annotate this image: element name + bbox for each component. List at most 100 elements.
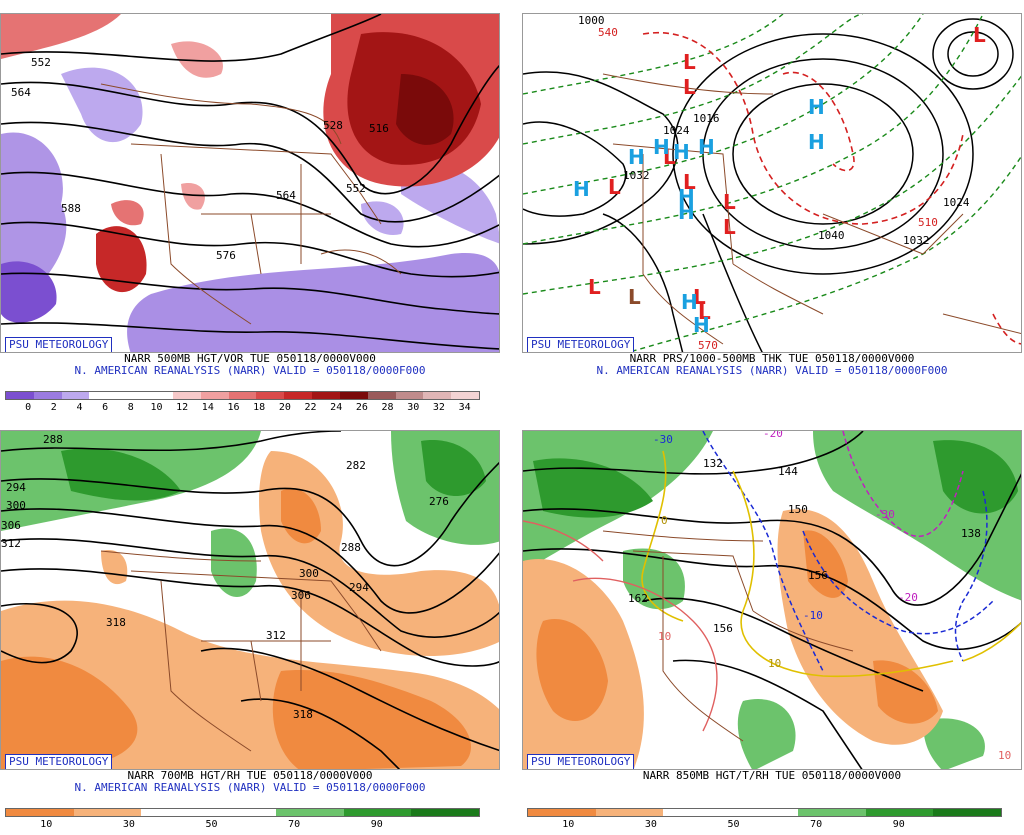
scale-swatch [141, 809, 209, 816]
scale-swatch [865, 809, 934, 816]
scale-swatch [663, 809, 731, 816]
contour-label: 300 [299, 567, 319, 580]
scale-tick-label: 70 [288, 819, 301, 830]
scale-tick-label: 10 [150, 402, 163, 413]
panel-caption: NARR 500MB HGT/VOR TUE 050118/0000V000 [124, 352, 376, 365]
scale-tick-label: 22 [304, 402, 317, 413]
vorticity-color-scale [5, 391, 480, 400]
scale-tick-label: 10 [562, 819, 575, 830]
low-pressure-marker: L [683, 75, 696, 99]
low-pressure-marker: L [698, 300, 711, 324]
scale-tick-label: 16 [227, 402, 240, 413]
panel-valid-caption: N. AMERICAN REANALYSIS (NARR) VALID = 05… [74, 364, 426, 377]
low-pressure-marker: L [683, 170, 696, 194]
scale-swatch [423, 392, 452, 399]
humidity-850-map: -30 -20 132 144 150 138 156 162 156 -30 … [522, 430, 1022, 770]
rh-scale-ticks: 10 30 50 70 90 [5, 819, 480, 831]
scale-swatch [276, 809, 344, 816]
panel-caption: NARR 700MB HGT/RH TUE 050118/0000V000 [127, 769, 373, 782]
pressure-map: L L L L L L L L L L L L H H H H H H H H [522, 13, 1022, 353]
scale-swatch [73, 809, 142, 816]
thickness-label: 510 [918, 216, 938, 229]
scale-tick-label: 30 [407, 402, 420, 413]
isotherm-label: 10 [658, 630, 671, 643]
isotherm-label: -20 [898, 591, 918, 604]
scale-tick-label: 8 [127, 402, 134, 413]
scale-tick-label: 30 [122, 819, 135, 830]
scale-tick-label: 50 [727, 819, 740, 830]
vorticity-map-graphic: 552 564 588 576 564 552 516 528 [1, 14, 499, 352]
scale-swatch [343, 809, 412, 816]
humidity-700-map: 288 294 300 306 312 282 276 288 294 300 … [0, 430, 500, 770]
vorticity-scale-ticks: 0 2 4 6 8 10 12 14 16 18 20 22 24 26 28 30 32 34 [5, 402, 480, 414]
contour-label: 318 [106, 616, 126, 629]
low-pressure-marker: L [588, 275, 601, 299]
scale-swatch [208, 809, 277, 816]
high-pressure-marker: H [673, 140, 690, 164]
scale-swatch [6, 809, 74, 816]
contour-label: 282 [346, 459, 366, 472]
scale-swatch [6, 392, 34, 399]
low-pressure-marker: L [663, 145, 676, 169]
scale-tick-label: 2 [50, 402, 57, 413]
low-pressure-marker: L [628, 285, 641, 309]
psu-meteorology-badge: PSU METEOROLOGY [5, 754, 113, 769]
psu-meteorology-badge: PSU METEOROLOGY [527, 754, 635, 769]
panel-valid-caption: N. AMERICAN REANALYSIS (NARR) VALID = 05… [74, 781, 426, 794]
scale-swatch [284, 392, 313, 399]
low-pressure-marker: L [973, 23, 986, 47]
contour-label: 156 [713, 622, 733, 635]
contour-label: 1032 [903, 234, 930, 247]
high-pressure-marker: H [808, 130, 825, 154]
isotherm-label: -30 [875, 508, 895, 521]
rh-color-scale [5, 808, 480, 817]
scale-swatch [228, 392, 257, 399]
high-pressure-marker: H [698, 135, 715, 159]
contour-label: 1024 [943, 196, 970, 209]
high-pressure-marker: H [678, 200, 695, 224]
isotherm-label: -30 [653, 433, 673, 446]
contour-label: 138 [961, 527, 981, 540]
scale-tick-label: 28 [381, 402, 394, 413]
contour-label: 306 [291, 589, 311, 602]
humidity-850-map-graphic: -30 -20 132 144 150 138 156 162 156 -30 … [523, 431, 1021, 769]
high-pressure-marker: H [573, 177, 590, 201]
contour-label: 300 [6, 499, 26, 512]
contour-label: 1016 [693, 112, 720, 125]
pressure-map-graphic: L L L L L L L L L L L L H H H H H H H H [523, 14, 1021, 352]
isotherm-label: 0 [661, 514, 668, 527]
scale-swatch [172, 392, 201, 399]
scale-swatch [367, 392, 396, 399]
high-pressure-marker: H [678, 185, 695, 209]
high-pressure-marker: H [693, 313, 710, 337]
panel-caption: NARR 850MB HGT/T/RH TUE 050118/0000V000 [642, 769, 902, 782]
contour-label: 132 [703, 457, 723, 470]
scale-swatch [528, 809, 596, 816]
low-pressure-marker: L [723, 215, 736, 239]
scale-tick-label: 34 [458, 402, 471, 413]
isotherm-label: 10 [998, 749, 1011, 762]
scale-tick-label: 14 [201, 402, 214, 413]
panel-valid-caption: N. AMERICAN REANALYSIS (NARR) VALID = 05… [596, 364, 948, 377]
contour-label: 312 [1, 537, 21, 550]
high-pressure-marker: H [628, 145, 645, 169]
contour-label: 288 [341, 541, 361, 554]
contour-label: 318 [293, 708, 313, 721]
scale-tick-label: 90 [892, 819, 905, 830]
isotherm-label: -10 [803, 609, 823, 622]
panel-700mb-humidity: 288 294 300 306 312 282 276 288 294 300 … [0, 430, 500, 835]
scale-swatch [61, 392, 90, 399]
scale-tick-label: 6 [102, 402, 109, 413]
low-pressure-marker: L [723, 190, 736, 214]
contour-label: 1024 [663, 124, 690, 137]
contour-label: 552 [346, 182, 366, 195]
scale-tick-label: 4 [76, 402, 83, 413]
contour-label: 288 [43, 433, 63, 446]
scale-swatch [595, 809, 664, 816]
scale-tick-label: 26 [355, 402, 368, 413]
contour-label: 150 [788, 503, 808, 516]
contour-label: 564 [276, 189, 296, 202]
scale-swatch [730, 809, 799, 816]
rh-scale-ticks: 10 30 50 70 90 [527, 819, 1002, 831]
scale-tick-label: 12 [176, 402, 189, 413]
